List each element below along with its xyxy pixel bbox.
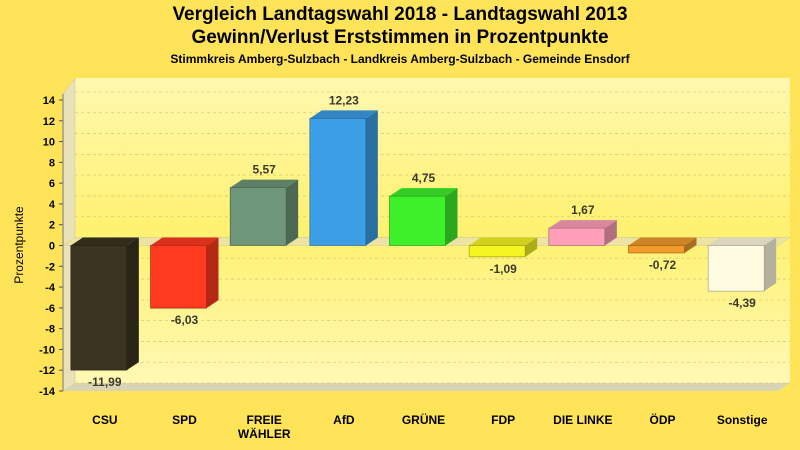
bar-value-label: 12,23 — [329, 93, 359, 107]
x-category-label: GRÜNE — [402, 412, 445, 427]
y-tick-label: -2 — [45, 261, 55, 273]
x-category-label: CSU — [92, 413, 117, 427]
y-tick-label: -14 — [39, 386, 56, 398]
x-category-label: WÄHLER — [238, 426, 291, 441]
chart-subtitle: Gewinn/Verlust Erststimmen in Prozentpun… — [191, 27, 609, 48]
bar — [548, 220, 617, 246]
y-tick-label: -12 — [39, 365, 55, 377]
bar-value-label: -11,99 — [88, 375, 122, 389]
bar — [389, 188, 458, 246]
bar-value-label: -4,39 — [728, 296, 756, 310]
y-tick-label: 10 — [43, 137, 55, 149]
bar-value-label: -1,09 — [489, 262, 517, 276]
bar — [150, 237, 219, 309]
x-category-label: FDP — [491, 413, 515, 427]
bar-value-label: 5,57 — [252, 163, 276, 177]
y-tick-label: -8 — [45, 324, 55, 336]
bar — [628, 237, 697, 254]
bar — [468, 237, 538, 258]
bar-value-label: -6,03 — [171, 313, 199, 327]
x-category-label: AfD — [333, 413, 355, 427]
y-tick-label: 4 — [49, 199, 56, 211]
y-tick-label: 12 — [43, 116, 55, 128]
x-category-label: ÖDP — [649, 412, 675, 427]
bar — [70, 237, 139, 371]
x-category-label: Sonstige — [717, 413, 768, 427]
plot-floor — [63, 383, 790, 391]
chart-region-subtitle: Stimmkreis Amberg-Sulzbach - Landkreis A… — [170, 52, 630, 66]
bar-value-label: 4,75 — [412, 171, 436, 185]
y-tick-label: 2 — [49, 220, 55, 232]
y-tick-label: 14 — [43, 95, 56, 107]
bar — [707, 237, 777, 292]
x-category-label: DIE LINKE — [553, 413, 612, 427]
y-tick-label: -6 — [45, 303, 55, 315]
x-category-label: FREIE — [246, 413, 281, 427]
y-tick-label: 8 — [49, 157, 55, 169]
chart-title: Vergleich Landtagswahl 2018 - Landtagswa… — [172, 4, 628, 25]
y-tick-label: -4 — [45, 282, 56, 294]
bar — [229, 179, 299, 246]
bar-value-label: -0,72 — [649, 258, 677, 272]
bar-value-label: 1,67 — [571, 203, 595, 217]
y-axis-label: Prozentpunkte — [12, 206, 26, 284]
bar — [309, 110, 378, 246]
y-tick-label: -10 — [39, 344, 55, 356]
y-tick-label: 0 — [49, 241, 55, 253]
x-category-label: SPD — [172, 413, 197, 427]
y-tick-label: 6 — [49, 178, 55, 190]
